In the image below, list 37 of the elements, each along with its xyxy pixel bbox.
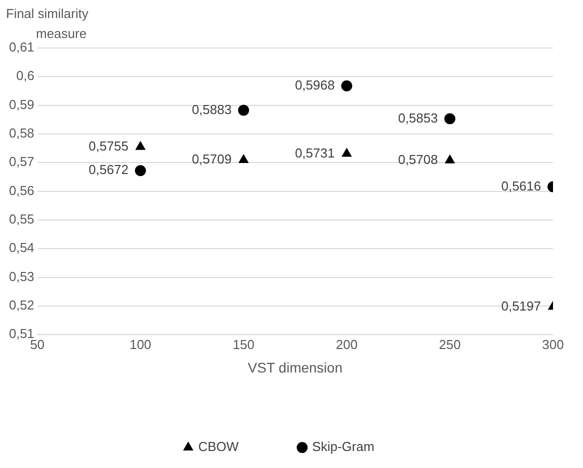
y-tick-label: 0,56 <box>8 182 34 198</box>
y-tick-label: 0,59 <box>8 96 34 112</box>
y-tick-label: 0,54 <box>8 240 34 256</box>
point <box>445 154 455 164</box>
y-tick-label: 0,52 <box>8 298 34 313</box>
data-label: 0,5883 <box>192 102 232 117</box>
y-axis-title: Final similarity measure <box>6 6 89 42</box>
y-tick-label: 0,58 <box>8 126 34 141</box>
point <box>136 141 146 150</box>
point <box>134 165 146 176</box>
data-label: 0,5672 <box>88 162 128 178</box>
point <box>342 148 352 157</box>
legend-label: CBOW <box>198 439 240 454</box>
data-label: 0,5709 <box>192 152 232 167</box>
y-tick-label: 0,61 <box>8 40 34 55</box>
data-label: 0,5616 <box>501 178 541 194</box>
x-tick-label: 300 <box>542 336 564 352</box>
point <box>444 113 456 124</box>
point <box>238 104 250 116</box>
data-label: 0,5731 <box>294 145 335 160</box>
y-tick-label: 0,57 <box>8 154 34 170</box>
y-tick-label: 0,53 <box>8 268 34 284</box>
data-label: 0,5968 <box>294 77 335 92</box>
y-tick-label: 0,55 <box>8 212 34 227</box>
x-axis-title: VST dimension <box>248 359 342 376</box>
data-label: 0,5708 <box>398 152 438 167</box>
x-tick-label: 100 <box>130 336 152 352</box>
y-tick-label: 0,6 <box>16 68 34 84</box>
x-tick-label: 250 <box>439 336 461 352</box>
x-tick-label: 200 <box>336 336 358 352</box>
data-label: 0,5853 <box>398 110 438 126</box>
x-tick-label: 150 <box>232 336 254 352</box>
point <box>341 80 352 92</box>
data-label: 0,5197 <box>501 298 541 314</box>
point <box>238 154 248 164</box>
legend-label: Skip-Gram <box>312 439 374 454</box>
data-label: 0,5755 <box>88 138 128 154</box>
